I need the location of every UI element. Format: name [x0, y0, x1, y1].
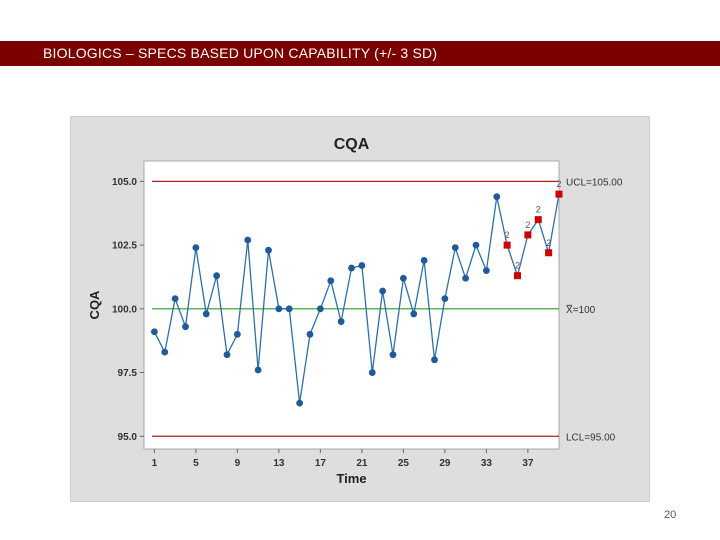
data-point — [410, 310, 418, 318]
data-point — [482, 267, 490, 274]
y-tick-label: 102.5 — [112, 241, 137, 252]
flagged-data-point — [514, 272, 521, 280]
data-point — [296, 399, 304, 407]
flag-label: 2 — [515, 261, 520, 271]
x-axis-label: Time — [336, 471, 366, 486]
data-point — [213, 272, 221, 280]
data-point — [275, 305, 283, 313]
data-point — [472, 241, 480, 249]
data-point — [171, 295, 179, 303]
data-point — [327, 277, 335, 285]
data-point — [233, 330, 241, 338]
control-chart-panel: CQA 95.0 97.5 100.0 102.5 105.0 1 5 9 13 17 21 25 29 3… — [70, 116, 650, 502]
reference-label-ucl: UCL=105.00 — [566, 177, 623, 188]
x-tick-label: 5 — [193, 458, 199, 469]
flagged-data-point — [503, 241, 511, 249]
flagged-data-point — [524, 231, 532, 239]
data-point — [431, 356, 438, 364]
x-tick-label: 9 — [235, 458, 241, 469]
flag-label: 2 — [556, 179, 561, 189]
slide-title-bar: BIOLOGICS – SPECS BASED UPON CAPABILITY … — [0, 41, 720, 66]
x-tick-label: 37 — [522, 458, 534, 469]
y-tick-label: 97.5 — [118, 368, 138, 379]
data-point — [161, 348, 169, 356]
data-point — [420, 256, 428, 264]
flagged-data-point — [534, 216, 542, 224]
series-line — [153, 193, 560, 404]
data-point — [182, 323, 189, 331]
data-point — [150, 328, 158, 336]
reference-label-center: X=100 — [566, 305, 596, 316]
flag-label: 2 — [525, 220, 530, 230]
x-tick-label: 21 — [356, 458, 368, 469]
data-point — [202, 310, 210, 318]
data-point — [451, 244, 459, 252]
flag-label: 2 — [536, 205, 541, 215]
data-point — [337, 318, 345, 325]
y-axis-label: CQA — [87, 290, 102, 320]
data-point — [493, 193, 501, 201]
data-point — [306, 330, 314, 338]
data-point — [285, 305, 293, 313]
slide-title: BIOLOGICS – SPECS BASED UPON CAPABILITY … — [43, 45, 438, 61]
data-point — [462, 274, 470, 282]
flag-label: 2 — [546, 238, 551, 248]
plot-area — [143, 160, 560, 450]
flag-label: 2 — [505, 230, 510, 240]
flagged-data-point — [555, 190, 563, 198]
y-tick-label: 100.0 — [112, 304, 137, 315]
control-chart: CQA 95.0 97.5 100.0 102.5 105.0 1 5 9 13 17 21 25 29 3… — [87, 136, 623, 486]
x-tick-label: 1 — [152, 458, 158, 469]
y-tick-label: 105.0 — [112, 177, 137, 188]
data-point — [441, 295, 449, 303]
flagged-data-point — [545, 249, 553, 257]
data-point — [379, 287, 387, 295]
data-point — [316, 305, 324, 313]
data-point — [265, 246, 272, 254]
data-point — [244, 236, 252, 244]
data-point — [223, 351, 231, 359]
data-point — [399, 274, 407, 282]
chart-title: CQA — [334, 136, 370, 153]
data-point — [368, 369, 376, 376]
data-point — [358, 262, 366, 269]
x-tick-label: 13 — [273, 458, 285, 469]
y-tick-label: 95.0 — [118, 432, 138, 443]
reference-label-lcl: LCL=95.00 — [566, 432, 616, 443]
page-number: 20 — [664, 509, 677, 521]
data-point — [192, 244, 200, 252]
x-tick-label: 33 — [481, 458, 493, 469]
data-point — [254, 366, 262, 374]
x-tick-label: 29 — [439, 458, 451, 469]
data-point — [348, 264, 355, 272]
data-point — [389, 351, 397, 359]
x-tick-label: 25 — [398, 458, 410, 469]
x-tick-label: 17 — [315, 458, 327, 469]
